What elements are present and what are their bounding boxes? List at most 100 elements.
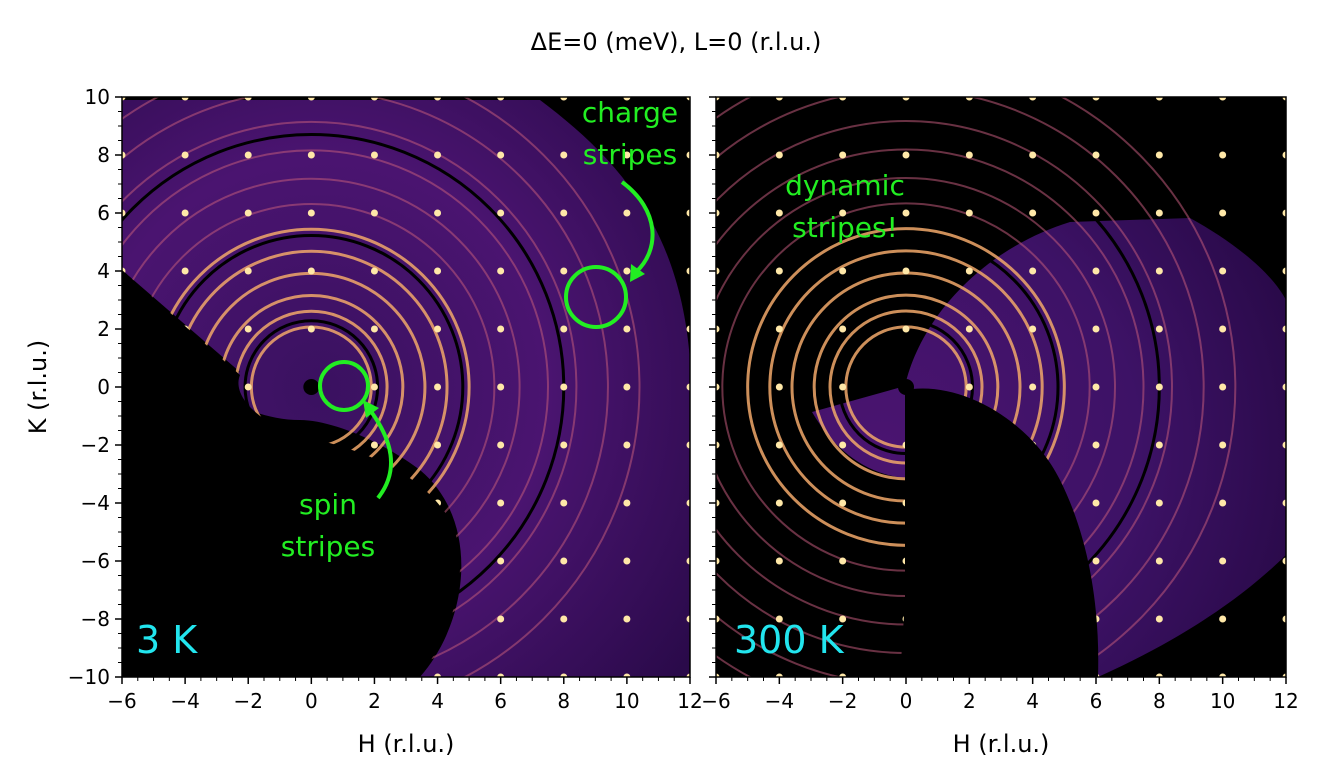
bragg-peak (497, 97, 505, 101)
bragg-peak (1282, 557, 1286, 565)
bragg-peak (1155, 267, 1163, 275)
x-tick-label: 8 (1153, 689, 1166, 713)
bragg-peak (560, 499, 568, 507)
bragg-peak (716, 325, 720, 333)
bragg-peak (1092, 267, 1100, 275)
y-tick-label: 4 (97, 259, 110, 283)
x-tick-label: −6 (701, 689, 730, 713)
bragg-peak (1219, 209, 1227, 217)
y-tick-label: 8 (97, 143, 110, 167)
bragg-peak (560, 673, 568, 677)
bragg-peak (122, 209, 126, 217)
charge-stripes-line1: charge (582, 96, 678, 129)
bragg-peak (623, 383, 631, 391)
x-tick-label: 10 (1210, 689, 1235, 713)
powder-ring (122, 97, 609, 677)
bragg-peak (839, 673, 847, 677)
panel-3k: −6 −4 −2 0 2 4 6 8 10 12 10 8 6 4 2 0 −2 −4 −6 −8 −10 H (r.l… (24, 85, 703, 758)
figure-title: ΔE=0 (meV), L=0 (r.l.u.) (531, 28, 822, 56)
bragg-peak (244, 97, 252, 101)
bragg-peak (839, 383, 847, 391)
bragg-peak (839, 97, 847, 101)
bragg-peak (686, 267, 690, 275)
x-tick-label: −2 (828, 689, 857, 713)
charge-stripes-circle (564, 265, 628, 329)
bragg-peak (497, 441, 505, 449)
bragg-peak (434, 441, 442, 449)
panel-3k-gap (122, 270, 460, 677)
bragg-peak (370, 97, 378, 101)
bragg-peak (1155, 615, 1163, 623)
bragg-peak (1155, 325, 1163, 333)
bragg-peak (244, 267, 252, 275)
bragg-peak (902, 209, 910, 217)
bragg-peak (965, 209, 973, 217)
spin-stripes-arrowhead (363, 400, 379, 418)
bragg-peak (716, 383, 720, 391)
bragg-peak (839, 151, 847, 159)
bragg-peak (686, 441, 690, 449)
bragg-peak (307, 209, 315, 217)
bragg-peak (560, 615, 568, 623)
x-tick-label: −6 (107, 689, 136, 713)
bragg-peak (716, 615, 720, 623)
panel-300k-gap (900, 388, 1099, 677)
bragg-peak (434, 267, 442, 275)
bragg-peak (1282, 383, 1286, 391)
bragg-peak (497, 383, 505, 391)
bragg-peak (497, 615, 505, 623)
bragg-peak (839, 499, 847, 507)
x-tick-label: 0 (305, 689, 318, 713)
y-tick-label: 10 (85, 85, 110, 109)
bragg-peak (965, 383, 973, 391)
bragg-peak (1282, 151, 1286, 159)
bragg-peak (1029, 267, 1037, 275)
bragg-peak (1282, 499, 1286, 507)
bragg-peak (1155, 151, 1163, 159)
panel-3k-ticks: −6 −4 −2 0 2 4 6 8 10 12 10 8 6 4 2 0 −2 −4 −6 −8 −10 (68, 85, 703, 713)
bragg-peak (716, 557, 720, 565)
bragg-peak (686, 383, 690, 391)
bragg-peak (623, 673, 631, 677)
bragg-peak (839, 557, 847, 565)
bragg-peak (775, 325, 783, 333)
bragg-peak (686, 325, 690, 333)
x-tick-label: −4 (765, 689, 794, 713)
powder-ring (716, 97, 1237, 677)
bragg-peak (686, 97, 690, 101)
bragg-peak (560, 557, 568, 565)
y-tick-label: −8 (81, 607, 110, 631)
y-tick-label: −6 (81, 549, 110, 573)
bragg-peak (686, 673, 690, 677)
bragg-peak (1092, 383, 1100, 391)
spin-stripes-annotation: spin stripes (281, 360, 393, 563)
bragg-peak (1282, 615, 1286, 623)
bragg-peak (497, 499, 505, 507)
bragg-peak (686, 615, 690, 623)
x-tick-label: 6 (494, 689, 507, 713)
x-tick-label: 12 (1273, 689, 1298, 713)
y-tick-label: −2 (81, 433, 110, 457)
y-tick-label: 6 (97, 201, 110, 225)
bragg-peak (497, 267, 505, 275)
bragg-peak (244, 151, 252, 159)
bragg-peak (775, 383, 783, 391)
y-tick-label: −10 (68, 665, 110, 689)
bragg-peak (1282, 97, 1286, 101)
bragg-peak (370, 383, 378, 391)
bragg-peak (839, 441, 847, 449)
y-tick-label: −4 (81, 491, 110, 515)
charge-stripes-arrow (620, 180, 655, 274)
bragg-peak (623, 615, 631, 623)
x-tick-label: −4 (170, 689, 199, 713)
dynamic-stripes-line2: stripes! (792, 211, 898, 244)
bragg-peak (686, 557, 690, 565)
bragg-peak (1282, 441, 1286, 449)
bragg-peak (716, 673, 720, 677)
bragg-peak (1029, 151, 1037, 159)
bragg-peak (965, 325, 973, 333)
bragg-peak (560, 267, 568, 275)
bragg-peak (1219, 441, 1227, 449)
x-tick-label: 8 (557, 689, 570, 713)
